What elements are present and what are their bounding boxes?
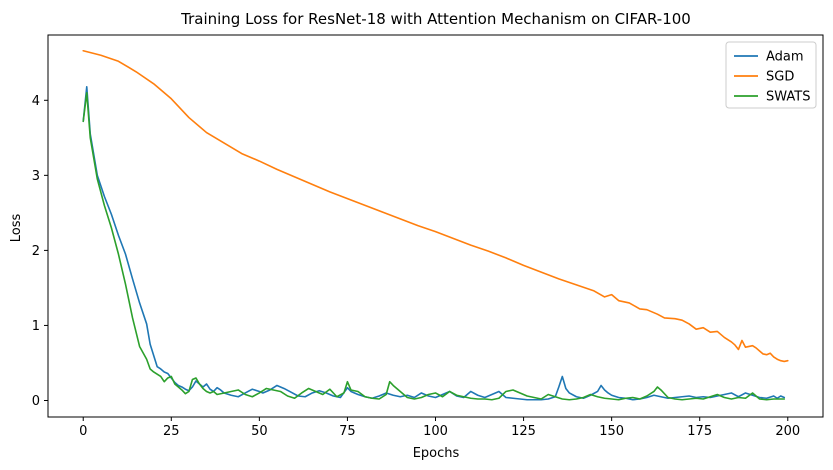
series-line-swats	[82, 91, 786, 401]
legend-label-adam: Adam	[766, 50, 804, 65]
y-tick-label: 3	[32, 169, 40, 184]
legend: Adam SGD SWATS	[725, 41, 817, 109]
series-line-adam	[82, 85, 786, 401]
x-tick-label: 100	[423, 424, 448, 439]
legend-label-sgd: SGD	[766, 70, 794, 85]
x-tick-label: 200	[775, 424, 800, 439]
x-tick-label: 150	[599, 424, 624, 439]
legend-label-swats: SWATS	[766, 90, 810, 105]
plot-frame	[47, 34, 824, 418]
x-tick-label: 75	[339, 424, 356, 439]
x-tick-label: 25	[163, 424, 180, 439]
x-tick-label: 0	[79, 424, 87, 439]
x-tick-label: 175	[687, 424, 712, 439]
series-line-sgd	[82, 49, 789, 363]
y-axis-title: Loss	[9, 214, 24, 243]
y-tick-label: 4	[32, 94, 40, 109]
y-tick-label: 1	[32, 319, 40, 334]
y-tick-label: 0	[32, 394, 40, 409]
x-tick-label: 125	[511, 424, 536, 439]
legend-box	[725, 41, 817, 109]
x-axis-title: Epochs	[413, 446, 460, 461]
x-axis-ticks: 0 25 50 75 100 125 150 175 200	[79, 417, 800, 439]
x-tick-label: 50	[251, 424, 268, 439]
chart-title: Training Loss for ResNet-18 with Attenti…	[180, 10, 691, 28]
y-axis-ticks: 0 1 2 3 4	[32, 94, 48, 409]
series-lines	[82, 49, 789, 401]
plot-area	[48, 35, 823, 417]
y-tick-label: 2	[32, 244, 40, 259]
